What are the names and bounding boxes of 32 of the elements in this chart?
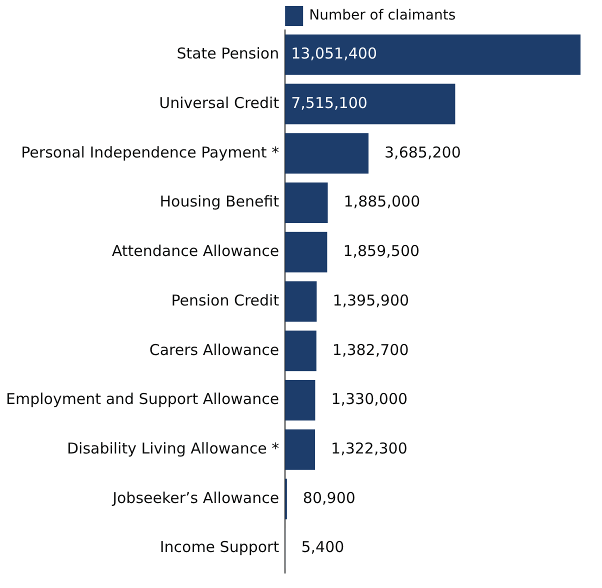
data-label: 1,885,000: [344, 192, 420, 211]
y-tick-label: Disability Living Allowance *: [66, 439, 280, 458]
y-tick-label: Attendance Allowance: [112, 242, 280, 260]
y-tick-label: Pension Credit: [171, 291, 280, 310]
data-label: 1,382,700: [332, 340, 409, 359]
bar: [285, 281, 317, 322]
bar: [285, 182, 328, 224]
y-tick-label: Personal Independence Payment *: [21, 143, 280, 162]
y-tick-label: Employment and Support Allowance: [6, 390, 280, 408]
y-tick-label: Housing Benefit: [160, 192, 280, 211]
data-label: 1,322,300: [331, 439, 408, 458]
data-label: 13,051,400: [291, 44, 377, 63]
y-tick-label: Universal Credit: [159, 94, 280, 112]
data-label: 1,395,900: [332, 291, 410, 310]
data-label: 5,400: [301, 538, 344, 556]
y-tick-label: Carers Allowance: [149, 340, 280, 359]
data-label: 1,330,000: [331, 390, 408, 408]
bar: [285, 429, 316, 470]
data-label: 80,900: [302, 488, 356, 507]
bar: [285, 84, 456, 124]
y-tick-label: Jobseeker’s Allowance: [112, 488, 280, 507]
bar: [285, 34, 581, 75]
bar: [285, 133, 369, 174]
y-tick-label: State Pension: [176, 44, 280, 63]
legend-label: Number of claimants: [309, 8, 456, 24]
data-label: 7,515,100: [291, 94, 368, 112]
bar: [285, 330, 316, 372]
data-label: 1,859,500: [343, 242, 420, 260]
data-label: 3,685,200: [384, 143, 461, 162]
bar: [285, 232, 328, 272]
bar: [285, 380, 316, 420]
y-tick-label: Income Support: [160, 538, 280, 556]
